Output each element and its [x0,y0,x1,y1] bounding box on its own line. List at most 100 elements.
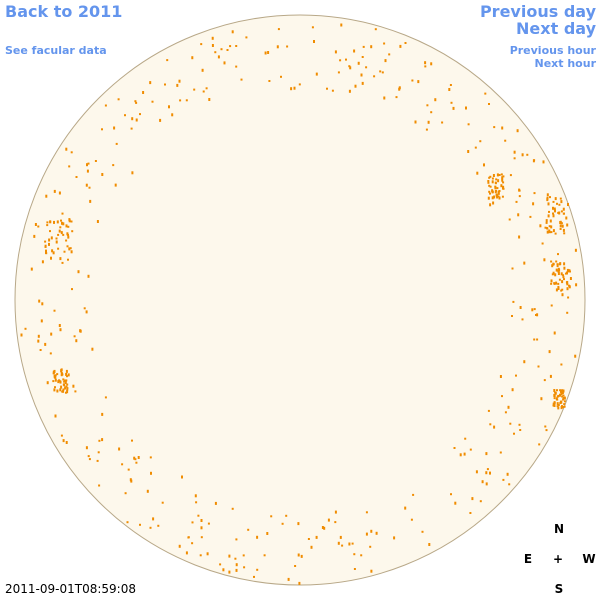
facula [56,389,59,393]
facula [425,128,428,131]
facula [467,150,470,153]
facula [501,126,504,130]
facula [567,269,570,273]
facula [501,195,504,198]
facula [53,376,56,379]
facula [118,447,121,451]
facula [549,196,551,199]
facula [37,334,40,338]
facula [74,390,77,393]
facula [67,258,69,261]
facula [208,98,211,101]
facula [354,84,357,88]
facula [562,274,565,277]
facula [417,80,420,84]
facula [73,335,76,338]
facula [471,497,474,501]
facula [493,126,496,129]
facula [566,283,569,286]
facula [268,80,271,82]
facula [360,554,363,557]
facula [66,375,68,378]
facula [187,536,190,539]
facula [557,272,560,275]
facula [512,300,515,303]
facula [60,385,63,389]
facula [231,30,234,34]
facula [560,272,563,276]
back-link[interactable]: Back to 2011 [5,2,123,21]
facula [149,81,152,85]
facula [557,253,559,256]
facula [529,215,532,218]
next-hour-link[interactable]: Next hour [534,57,597,70]
facula [563,396,566,400]
facula [452,106,455,110]
facula [537,365,540,368]
facula [66,245,69,248]
facula [441,121,444,124]
facula [62,222,65,226]
facula [560,390,562,393]
facular-link[interactable]: See facular data [5,44,107,57]
facula [574,248,577,252]
facula [552,229,555,233]
facula [117,98,120,101]
facula [383,96,386,100]
facula [41,260,44,264]
facula [561,395,564,398]
facula [337,71,340,74]
facula [135,118,138,122]
facula [341,544,344,547]
facula [479,500,482,503]
facula [516,129,519,133]
facula [326,87,328,90]
facula [558,211,561,215]
facula [96,220,99,223]
facula [498,190,501,192]
facula [310,545,313,549]
facula [526,153,529,156]
facula [88,458,91,461]
next-day-link[interactable]: Next day [516,19,596,38]
facula [101,412,104,416]
facula [201,68,204,72]
compass-east: E [523,552,533,566]
facula [533,192,536,195]
facula [124,492,127,495]
facula [68,219,71,223]
facula [61,212,64,215]
facula [381,71,384,74]
facula [229,45,232,48]
facula [214,501,217,505]
solar-disk [14,14,586,586]
facula [553,389,556,392]
facula [66,388,69,391]
facula [399,44,402,48]
facula [465,106,467,110]
facula [559,228,562,230]
facula [83,307,86,310]
facula [546,198,549,202]
facula [85,446,88,450]
facula [508,483,511,486]
facula [334,510,337,514]
facula [88,186,91,189]
previous-hour-link[interactable]: Previous hour [509,44,596,57]
facula [374,28,377,31]
facula [513,157,516,160]
facula [277,28,280,31]
facula [134,458,137,461]
facula [454,501,457,505]
facula [298,581,301,585]
facula [89,199,92,203]
compass-center: + [552,552,564,566]
facula [493,195,496,199]
facula [191,56,194,60]
facula [566,287,569,291]
facula [474,146,477,149]
facula [48,238,51,242]
facula [79,329,82,333]
facula [556,202,558,205]
previous-day-link[interactable]: Previous day [479,2,596,21]
